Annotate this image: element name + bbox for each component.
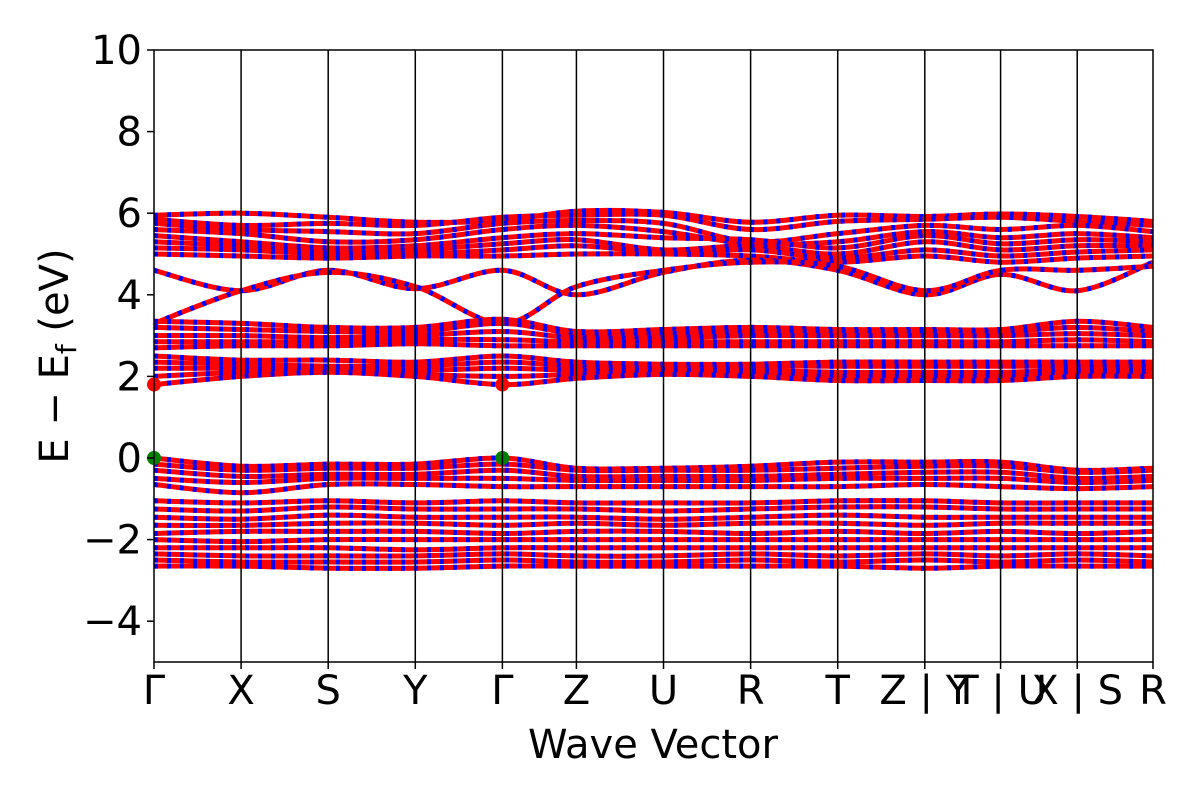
y-tick-label: 10 [91,28,142,74]
band-line-spin-up [154,545,1153,553]
band-line-spin-up [154,475,1153,486]
band-line-spin-up [154,504,1153,514]
y-axis-title-subscript: f [50,343,83,354]
band-line-spin-up [154,341,1153,351]
plot-frame [153,49,1154,663]
band-line-spin-up [154,336,1153,345]
y-axis-title-main: E − E [32,354,78,464]
x-tick-label: Γ [491,668,514,714]
y-tick-label: −2 [83,518,142,564]
band-line-spin-up [154,512,1153,522]
band-line-spin-up [154,353,1153,367]
x-tick-label: Z | Y [879,668,970,714]
kpoint-divider-lines [240,50,1078,662]
y-tick-label: 6 [117,191,142,237]
x-tick-label: T [824,668,850,714]
band-line-spin-up [154,498,1153,506]
x-tick-label: X [227,668,254,714]
y-axis-title-unit: (eV) [32,248,78,344]
band-line-spin-up [154,520,1153,528]
bands-layer [154,207,1153,571]
y-axis-title: E − Ef (eV) [32,248,83,463]
y-tick-label: 0 [117,436,142,482]
x-axis-ticks: Γ X S Y Γ Z U R T Z | YT | UX | S R [143,662,1167,714]
band-line-spin-up [154,536,1153,545]
band-line-spin-up [154,551,1153,559]
x-tick-label: U [649,668,678,714]
band-line-spin-down [154,257,1153,298]
y-tick-label: −4 [83,599,142,645]
y-axis-ticks: −4 −2 0 2 4 6 8 10 [83,28,154,645]
band-line-spin-up [154,257,1153,298]
x-tick-label: R [737,668,765,714]
y-tick-label: 2 [117,354,142,400]
y-tick-label: 4 [117,273,142,319]
x-axis-title: Wave Vector [528,722,779,768]
band-line-spin-up [154,481,1153,496]
x-tick-label: Y [402,668,428,714]
x-tick-label: T | U [953,668,1047,714]
x-tick-label: Γ [143,668,166,714]
band-line-spin-up [154,528,1153,537]
band-line-spin-up [154,557,1153,565]
y-tick-label: 8 [117,110,142,156]
x-tick-label: X | S [1031,668,1123,714]
x-tick-label: Z [563,668,590,714]
band-line-spin-up [154,563,1153,571]
x-tick-label: S [315,668,340,714]
x-tick-label: R [1139,668,1167,714]
